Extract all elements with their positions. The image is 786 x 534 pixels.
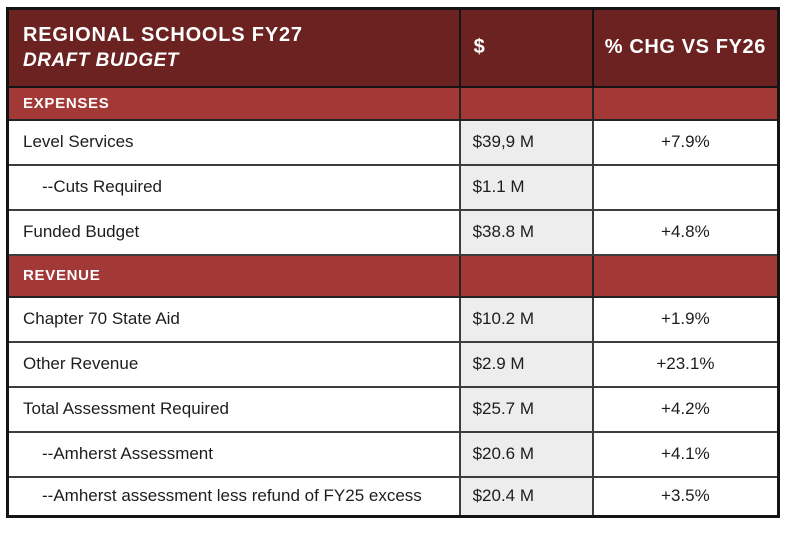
section-row-expenses: EXPENSES — [6, 85, 780, 121]
dollar-value: $20.4 M — [458, 475, 594, 518]
row-label: --Cuts Required — [6, 163, 461, 211]
dollar-value: $20.6 M — [458, 430, 594, 478]
pct-value — [591, 163, 780, 211]
pct-value: +1.9% — [591, 295, 780, 343]
section-label: REVENUE — [6, 253, 461, 298]
dollar-value: $25.7 M — [458, 385, 594, 433]
pct-value: +4.1% — [591, 430, 780, 478]
pct-value: +3.5% — [591, 475, 780, 518]
header-row: REGIONAL SCHOOLS FY27 DRAFT BUDGET $ % C… — [6, 7, 780, 88]
table-row: --Amherst Assessment $20.6 M +4.1% — [6, 430, 780, 478]
dollar-value: $39,9 M — [458, 118, 594, 166]
pct-value: +4.2% — [591, 385, 780, 433]
row-label: Other Revenue — [6, 340, 461, 388]
pct-value: +4.8% — [591, 208, 780, 256]
column-header-dollar: $ — [458, 7, 594, 88]
table-row: Chapter 70 State Aid $10.2 M +1.9% — [6, 295, 780, 343]
section-dollar-cell — [458, 253, 594, 298]
column-header-pct-change: % CHG VS FY26 — [591, 7, 780, 88]
section-pct-cell — [591, 253, 780, 298]
section-label: EXPENSES — [6, 85, 461, 121]
dollar-value: $38.8 M — [458, 208, 594, 256]
row-label: Total Assessment Required — [6, 385, 461, 433]
table-row: --Amherst assessment less refund of FY25… — [6, 475, 780, 518]
table-row: --Cuts Required $1.1 M — [6, 163, 780, 211]
row-label: --Amherst assessment less refund of FY25… — [6, 475, 461, 518]
table-row: Funded Budget $38.8 M +4.8% — [6, 208, 780, 256]
table-row: Other Revenue $2.9 M +23.1% — [6, 340, 780, 388]
table-title-cell: REGIONAL SCHOOLS FY27 DRAFT BUDGET — [6, 7, 461, 88]
section-row-revenue: REVENUE — [6, 253, 780, 298]
pct-value: +23.1% — [591, 340, 780, 388]
budget-table: REGIONAL SCHOOLS FY27 DRAFT BUDGET $ % C… — [6, 7, 780, 518]
table-row: Level Services $39,9 M +7.9% — [6, 118, 780, 166]
row-label: Level Services — [6, 118, 461, 166]
dollar-value: $2.9 M — [458, 340, 594, 388]
table-subtitle: DRAFT BUDGET — [23, 49, 179, 71]
row-label: Funded Budget — [6, 208, 461, 256]
dollar-value: $1.1 M — [458, 163, 594, 211]
section-pct-cell — [591, 85, 780, 121]
dollar-value: $10.2 M — [458, 295, 594, 343]
row-label: Chapter 70 State Aid — [6, 295, 461, 343]
section-dollar-cell — [458, 85, 594, 121]
table-row: Total Assessment Required $25.7 M +4.2% — [6, 385, 780, 433]
pct-value: +7.9% — [591, 118, 780, 166]
table-title: REGIONAL SCHOOLS FY27 — [23, 23, 303, 46]
row-label: --Amherst Assessment — [6, 430, 461, 478]
